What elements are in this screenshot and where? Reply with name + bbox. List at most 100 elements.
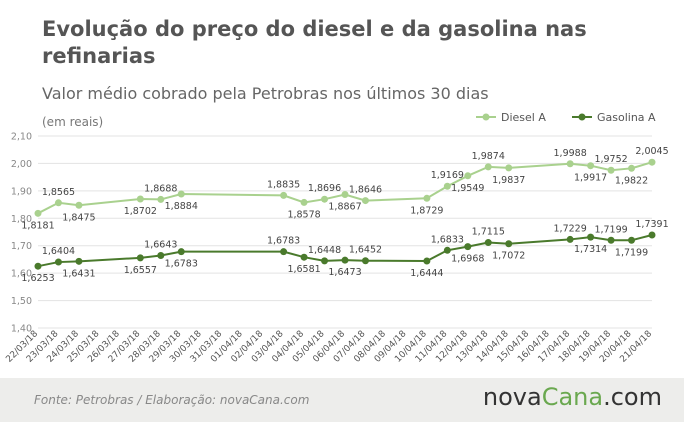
legend-label: Gasolina A (597, 111, 656, 124)
data-point (628, 164, 636, 172)
data-label: 1,6452 (349, 245, 382, 256)
data-label: 1,6557 (124, 265, 157, 276)
data-point (177, 190, 185, 198)
data-point (177, 248, 185, 256)
data-point (341, 191, 349, 199)
data-point (628, 236, 636, 244)
data-label: 1,8475 (62, 212, 95, 223)
data-point (587, 233, 595, 241)
data-point (75, 201, 83, 209)
data-label: 1,9874 (472, 151, 505, 162)
y-tick-label: 1,70 (11, 241, 32, 252)
data-label: 1,7199 (594, 224, 627, 235)
legend-marker (578, 113, 586, 121)
data-point (34, 262, 42, 270)
data-point (505, 164, 513, 172)
chart-title: Evolução do preço do diesel e da gasolin… (42, 17, 587, 68)
data-label: 1,9169 (431, 170, 464, 181)
data-point (464, 243, 472, 251)
data-point (157, 252, 165, 260)
data-label: 1,8646 (349, 185, 382, 196)
data-point (484, 239, 492, 247)
data-point (157, 195, 165, 203)
data-label: 1,9549 (451, 183, 484, 194)
data-label: 1,6253 (21, 273, 54, 284)
unit-label: (em reais) (42, 115, 104, 129)
data-point (361, 197, 369, 205)
data-label: 1,9752 (594, 154, 627, 165)
data-label: 1,8181 (21, 220, 54, 231)
data-point (280, 248, 288, 256)
data-point (505, 240, 513, 248)
data-label: 1,8702 (124, 206, 157, 217)
data-label: 1,8578 (287, 209, 320, 220)
data-point (566, 160, 574, 168)
legend-marker (482, 113, 490, 121)
data-point (321, 195, 329, 203)
data-label: 1,6783 (267, 236, 300, 247)
data-label: 1,6783 (165, 259, 198, 270)
data-label: 1,6448 (308, 245, 341, 256)
y-tick-label: 1,60 (11, 269, 32, 280)
brand-part-3: .com (603, 383, 662, 411)
data-label: 1,8835 (267, 179, 300, 190)
data-point (648, 158, 656, 166)
footer: Fonte: Petrobras / Elaboração: novaCana.… (0, 378, 684, 422)
brand-part-1: nova (482, 383, 542, 411)
data-label: 1,9988 (554, 148, 587, 159)
data-point (484, 163, 492, 171)
data-point (34, 209, 42, 217)
data-point (136, 195, 144, 203)
data-point (280, 191, 288, 199)
data-label: 1,8884 (165, 201, 198, 212)
data-label: 1,7314 (574, 244, 607, 255)
data-label: 1,6473 (328, 267, 361, 278)
data-point (75, 257, 83, 265)
data-label: 1,9837 (492, 175, 525, 186)
data-label: 1,6404 (42, 246, 75, 257)
data-label: 1,8565 (42, 187, 75, 198)
data-point (443, 246, 451, 254)
data-label: 1,8867 (328, 202, 361, 213)
data-label: 1,7199 (615, 247, 648, 258)
chart-subtitle: Valor médio cobrado pela Petrobras nos ú… (42, 84, 489, 103)
data-label: 2,0045 (635, 146, 668, 157)
y-tick-label: 1,40 (11, 324, 32, 335)
data-point (300, 198, 308, 206)
brand-part-2: Cana (541, 383, 604, 411)
line-chart: 1,401,501,601,701,801,902,002,1022/03/18… (4, 111, 668, 365)
data-point (648, 231, 656, 239)
data-point (54, 199, 62, 207)
data-point (423, 257, 431, 265)
data-point (607, 166, 615, 174)
legend-label: Diesel A (501, 111, 546, 124)
data-point (136, 254, 144, 262)
data-label: 1,7229 (554, 223, 587, 234)
data-point (464, 172, 472, 180)
data-label: 1,6431 (62, 268, 95, 279)
data-point (300, 253, 308, 261)
data-label: 1,7115 (472, 227, 505, 238)
data-point (423, 194, 431, 202)
data-point (607, 236, 615, 244)
y-tick-label: 1,80 (11, 214, 32, 225)
data-point (443, 182, 451, 190)
data-label: 1,8688 (144, 183, 177, 194)
data-label: 1,7391 (635, 219, 668, 230)
data-point (341, 256, 349, 264)
y-tick-label: 2,10 (11, 132, 32, 143)
y-tick-label: 1,90 (11, 186, 32, 197)
data-label: 1,8696 (308, 183, 341, 194)
data-point (54, 258, 62, 266)
data-point (587, 162, 595, 170)
data-point (321, 257, 329, 265)
data-label: 1,6968 (451, 254, 484, 265)
source-note: Fonte: Petrobras / Elaboração: novaCana.… (34, 393, 310, 407)
y-tick-label: 2,00 (11, 159, 32, 170)
y-tick-label: 1,50 (11, 296, 32, 307)
data-label: 1,8729 (410, 205, 443, 216)
brand-logo: novaCana.com (483, 383, 662, 411)
data-label: 1,9822 (615, 175, 648, 186)
data-label: 1,6581 (287, 264, 320, 275)
data-label: 1,6643 (144, 240, 177, 251)
